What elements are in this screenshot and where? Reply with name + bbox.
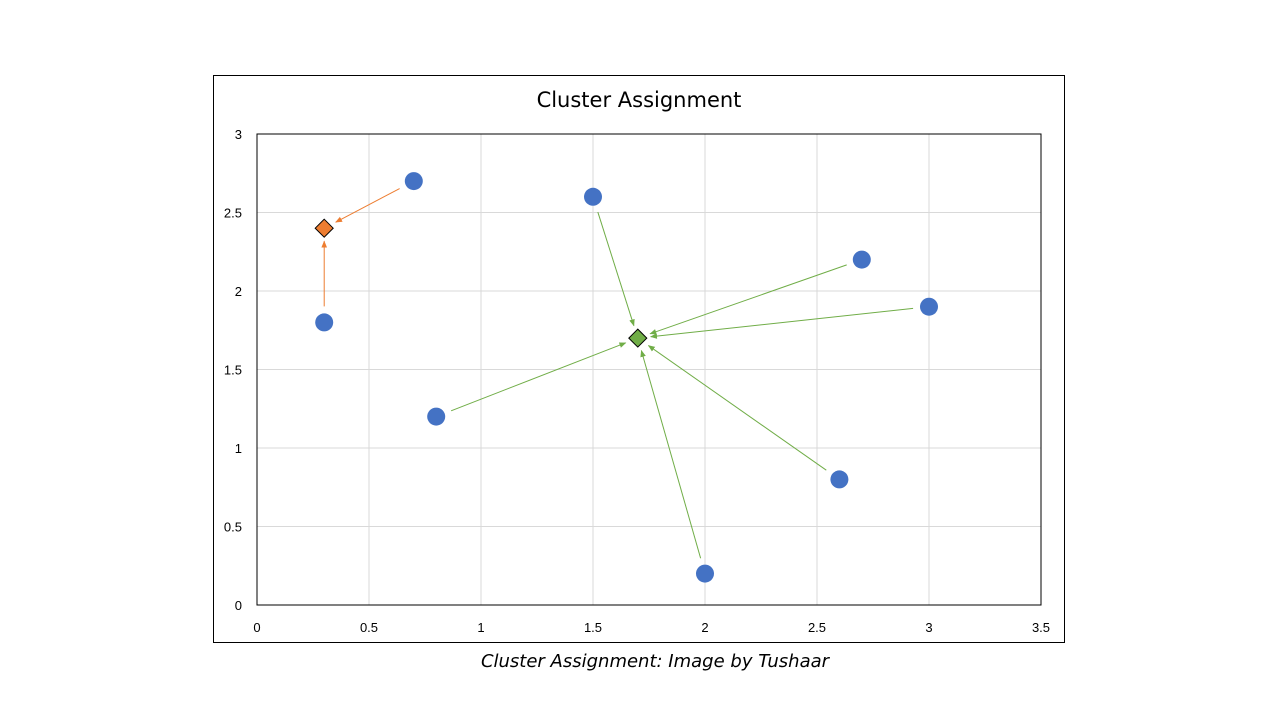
grid-lines	[257, 134, 1041, 605]
data-point	[696, 564, 714, 583]
chart-frame	[213, 75, 1065, 643]
x-tick-label: 3	[925, 620, 932, 635]
chart-title: Cluster Assignment	[536, 88, 742, 112]
data-point	[584, 187, 602, 206]
data-point	[404, 172, 423, 191]
x-tick-label: 3.5	[1032, 620, 1050, 635]
x-tick-label: 1.5	[584, 620, 602, 635]
assignment-arrow-green	[450, 342, 627, 412]
assignment-arrow-green	[650, 307, 914, 339]
plot-area	[256, 133, 1042, 606]
assignment-arrows	[321, 188, 914, 559]
tick-labels: 0 0.5 1 1.5 2 2.5 3 3.5 0 0.5 1 1.5 2 2.5 3	[224, 127, 1050, 635]
centroids	[314, 218, 648, 348]
y-tick-label: 0.5	[224, 520, 242, 535]
x-tick-label: 1	[477, 620, 484, 635]
x-tick-label: 0	[253, 620, 260, 635]
data-point	[427, 407, 446, 426]
y-tick-label: 3	[235, 127, 242, 142]
x-tick-label: 0.5	[360, 620, 378, 635]
y-tick-label: 2	[235, 284, 242, 299]
assignment-arrow-orange	[335, 188, 400, 223]
data-points	[315, 172, 938, 583]
x-tick-label: 2	[701, 620, 708, 635]
data-point	[920, 297, 938, 316]
assignment-arrow-green	[647, 345, 827, 471]
y-tick-label: 1.5	[224, 363, 242, 378]
y-tick-label: 1	[235, 441, 242, 456]
y-tick-label: 0	[235, 598, 242, 613]
data-point	[852, 250, 871, 269]
centroid-orange	[314, 218, 334, 238]
x-tick-label: 2.5	[808, 620, 826, 635]
data-point	[315, 313, 334, 332]
assignment-arrow-green	[640, 349, 702, 559]
figure-caption: Cluster Assignment: Image by Tushaar	[480, 651, 830, 672]
centroid-green	[628, 328, 648, 348]
y-tick-label: 2.5	[224, 206, 242, 221]
data-point	[830, 470, 849, 489]
assignment-arrow-green	[649, 264, 847, 335]
assignment-arrow-green	[597, 211, 635, 327]
